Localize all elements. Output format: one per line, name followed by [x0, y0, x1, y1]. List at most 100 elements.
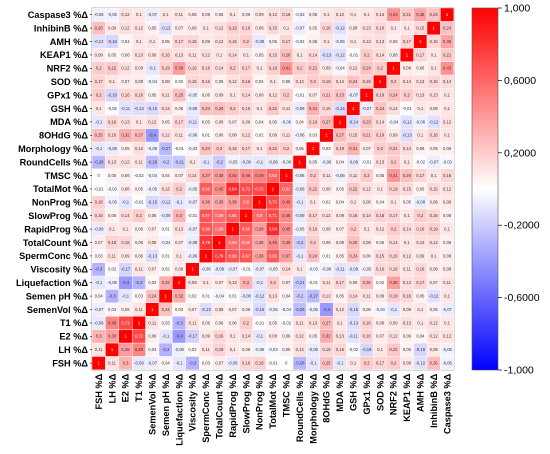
cell-value-label: -0,04 — [148, 173, 158, 178]
cell-value-label: -0,01 — [174, 146, 184, 151]
cell-value-label: 0,06 — [322, 240, 331, 245]
cell-value-label: 0,62 — [282, 186, 291, 191]
y-tick-label: SOD %Δ — [51, 77, 89, 87]
cell-value-label: 0,1 — [297, 52, 303, 57]
cell-value-label: 0,38 — [108, 334, 117, 339]
cell-value-label: 0,13 — [376, 160, 385, 165]
cell-value-label: 0,65 — [202, 186, 211, 191]
cell-value-label: -0,04 — [389, 119, 399, 124]
x-tick-label: Viscosity %Δ — [188, 373, 198, 431]
cell-value-label: 0,15 — [322, 106, 331, 111]
cell-value-label: -0,08 — [295, 106, 305, 111]
cell-value-label: 0,09 — [443, 200, 452, 205]
cell-value-label: 0,16 — [363, 320, 372, 325]
cell-value-label: 0,18 — [95, 200, 104, 205]
cell-value-label: -0,3 — [189, 361, 197, 366]
cell-value-label: -0,06 — [188, 133, 198, 138]
cell-value-label: 0,03 — [175, 307, 184, 312]
cell-value-label: 0,09 — [202, 39, 211, 44]
cell-value-label: 0,05 — [403, 200, 412, 205]
colorbar-tick-label: -0,2000 — [504, 220, 540, 232]
cell-value-label: 0,2 — [377, 66, 383, 71]
cell-value-label: 0,09 — [215, 93, 224, 98]
cell-value-label: 0,03 — [148, 280, 157, 285]
cell-value-label: 0,1 — [136, 39, 142, 44]
cell-value-label: 0,09 — [148, 240, 157, 245]
x-tick-label: TotalCount %Δ — [215, 373, 225, 439]
cell-value-label: 0,01 — [162, 227, 171, 232]
cell-value-label: 1 — [138, 320, 141, 325]
cell-value-label: 0,19 — [229, 26, 238, 31]
y-tick-label: SemenVol %Δ — [27, 305, 88, 315]
cell-value-label: -0,03 — [295, 12, 305, 17]
cell-value-label: -0,1 — [296, 200, 304, 205]
cell-value-label: -0,15 — [255, 307, 265, 312]
x-tick-label: E2 %Δ — [121, 373, 131, 402]
cell-value-label: -0,07 — [94, 307, 104, 312]
cell-value-label: 0,1 — [163, 12, 169, 17]
cell-value-label: 0 — [285, 361, 288, 366]
cell-value-label: -0,1 — [149, 66, 157, 71]
cell-value-label: 0,1 — [350, 361, 356, 366]
cell-value-label: 0,2 — [243, 39, 249, 44]
cell-value-label: -0,04 — [282, 307, 292, 312]
y-tick-label: RapidProg %Δ — [24, 224, 88, 234]
cell-value-label: -0,08 — [107, 146, 117, 151]
cell-value-label: -0,01 — [268, 361, 278, 366]
y-tick-label: KEAP1 %Δ — [40, 50, 88, 60]
cell-value-label: -0,1 — [256, 334, 264, 339]
cell-value-label: 0,16 — [322, 347, 331, 352]
cell-value-label: 0,24 — [389, 93, 398, 98]
cell-value-label: 0,66 — [242, 227, 251, 232]
cell-value-label: -0,06 — [295, 133, 305, 138]
y-tick-label: InhibinB %Δ — [34, 23, 88, 33]
cell-value-label: 0,24 — [376, 106, 385, 111]
cell-value-label: -0,27 — [161, 146, 171, 151]
cell-value-label: 0,22 — [108, 66, 117, 71]
cell-value-label: 0,05 — [336, 186, 345, 191]
cell-value-label: 0,1 — [257, 66, 263, 71]
cell-value-label: 0,1 — [270, 79, 276, 84]
cell-value-label: 0,1 — [324, 39, 330, 44]
cell-value-label: 0,31 — [309, 106, 318, 111]
x-tick-label: SemenVol %Δ — [148, 373, 158, 434]
cell-value-label: 0,12 — [242, 133, 251, 138]
cell-value-label: 0,39 — [215, 173, 224, 178]
cell-value-label: 0,12 — [215, 26, 224, 31]
colorbar: 1,000 0,6000 0,2000 -0,2000 -0,6000 -1,000 — [471, 3, 540, 377]
cell-value-label: 0,13 — [175, 227, 184, 232]
cell-value-label: 0,71 — [269, 213, 278, 218]
cell-value-label: 0,12 — [443, 334, 452, 339]
cell-value-label: 0,13 — [269, 294, 278, 299]
cell-value-label: 0,12 — [322, 213, 331, 218]
cell-value-label: 0,32 — [175, 294, 184, 299]
y-tick-label: Caspase3 %Δ — [28, 10, 89, 20]
cell-value-label: 1 — [151, 307, 154, 312]
cell-value-label: 0,2 — [350, 227, 356, 232]
cell-value-label: 0,09 — [403, 361, 412, 366]
cell-value-label: 0,1 — [310, 200, 316, 205]
cell-value-label: 0,12 — [443, 119, 452, 124]
cell-value-label: 0,13 — [416, 93, 425, 98]
cell-value-label: -0,04 — [215, 294, 225, 299]
cell-value-label: 0,15 — [376, 253, 385, 258]
cell-value-label: 1 — [178, 280, 181, 285]
cell-value-label: -0,02 — [134, 173, 144, 178]
cell-value-label: 1 — [258, 200, 261, 205]
cell-value-label: -0,12 — [335, 26, 345, 31]
cell-value-label: 0,1 — [324, 12, 330, 17]
cell-value-label: 0,02 — [376, 280, 385, 285]
cell-value-label: 0,08 — [443, 253, 452, 258]
cell-value-label: 0,06 — [349, 280, 358, 285]
y-tick-label: TotalCount %Δ — [23, 238, 89, 248]
cell-value-label: 0,16 — [416, 227, 425, 232]
cell-value-label: -0,06 — [442, 361, 452, 366]
cell-value-label: 0,38 — [229, 200, 238, 205]
cell-value-label: -0,15 — [148, 106, 158, 111]
cell-value-label: 0 — [98, 173, 101, 178]
cell-value-label: -0,17 — [188, 334, 198, 339]
cell-value-label: 0,09 — [363, 240, 372, 245]
y-tick-label: RoundCells %Δ — [20, 157, 89, 167]
cell-value-label: 0,08 — [430, 200, 439, 205]
cell-value-label: 0,08 — [430, 267, 439, 272]
